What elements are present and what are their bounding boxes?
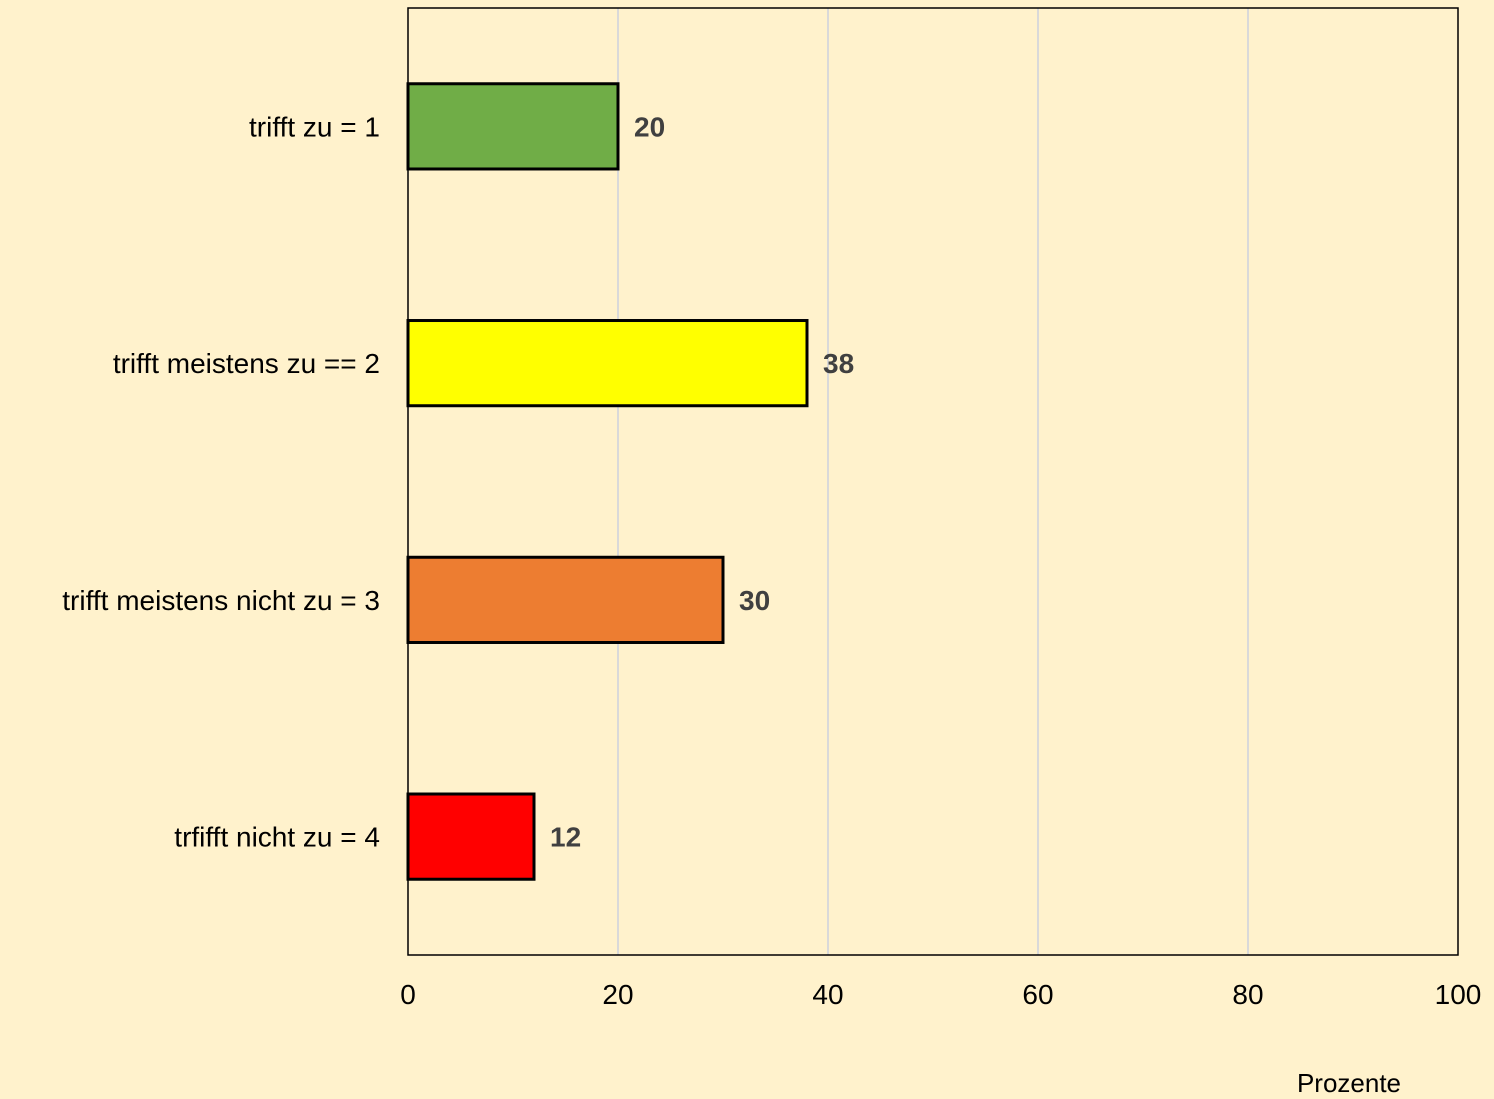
x-tick-labels: 0 20 40 60 80 100 <box>400 979 1481 1010</box>
category-label-1: trifft zu = 1 <box>249 111 380 142</box>
category-label-4: trfifft nicht zu = 4 <box>174 822 380 853</box>
x-tick-label-40: 40 <box>812 979 843 1010</box>
x-tick-label-20: 20 <box>602 979 633 1010</box>
x-tick-label-100: 100 <box>1435 979 1482 1010</box>
data-label-1: 20 <box>634 111 665 142</box>
x-tick-label-80: 80 <box>1232 979 1263 1010</box>
bars-group: 20 38 30 12 <box>406 82 854 881</box>
x-axis-title: Prozente <box>1297 1068 1401 1098</box>
data-label-2: 38 <box>823 348 854 379</box>
bar-4 <box>406 792 536 881</box>
bar-1 <box>406 82 620 171</box>
category-label-2: trifft meistens zu == 2 <box>113 348 380 379</box>
x-tick-label-0: 0 <box>400 979 416 1010</box>
category-labels: trifft zu = 1 trifft meistens zu == 2 trif… <box>62 111 380 852</box>
data-label-3: 30 <box>739 585 770 616</box>
bar-2 <box>406 319 809 408</box>
category-label-3: trifft meistens nicht zu = 3 <box>62 585 380 616</box>
x-tick-label-60: 60 <box>1022 979 1053 1010</box>
plot-area-frame <box>407 7 1459 956</box>
gridlines <box>617 8 1249 955</box>
data-label-4: 12 <box>550 822 581 853</box>
bar-3 <box>406 555 725 644</box>
